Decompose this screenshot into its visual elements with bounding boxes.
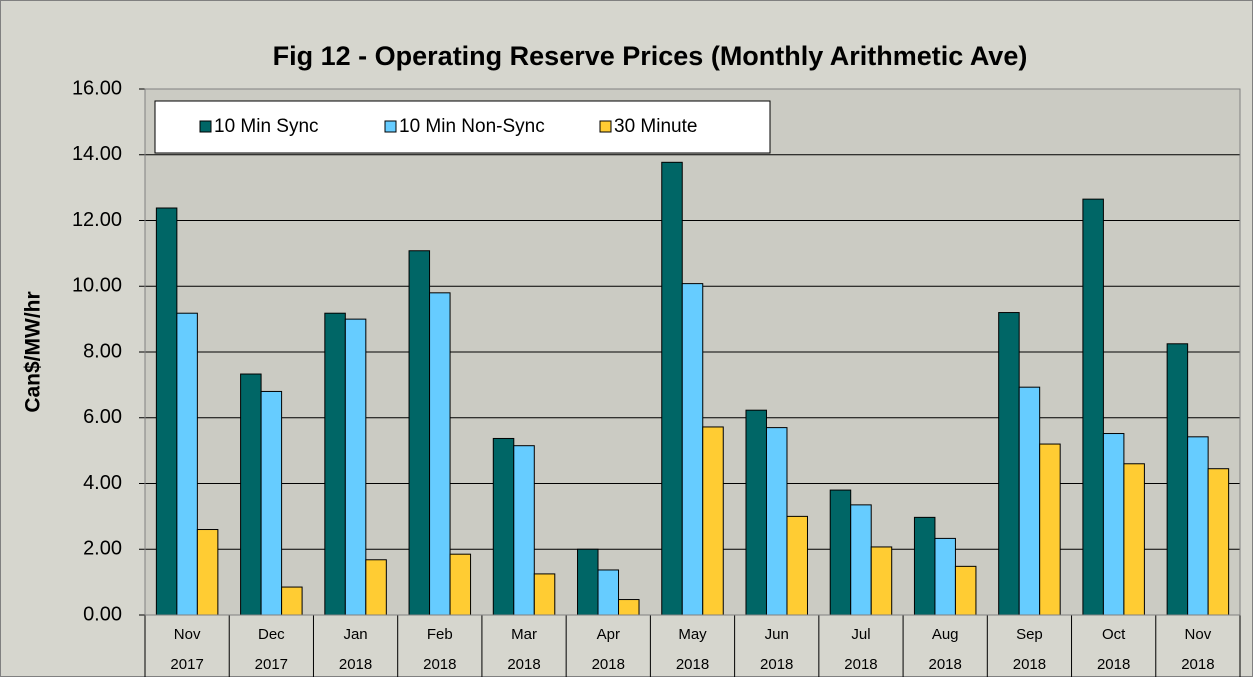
x-tick-label: 2018 <box>844 656 877 673</box>
y-tick-label: 14.00 <box>72 143 122 165</box>
bar <box>745 409 767 616</box>
y-tick-label: 2.00 <box>83 538 122 560</box>
bar <box>344 318 367 616</box>
bar <box>850 504 872 616</box>
bar <box>240 373 262 616</box>
bar <box>281 586 303 616</box>
bar <box>661 161 683 616</box>
x-tick-label: Nov <box>1185 626 1212 643</box>
x-tick-label: 2018 <box>339 656 372 673</box>
y-tick-label: 4.00 <box>83 472 122 494</box>
bar <box>1166 343 1189 616</box>
x-tick-label: 2018 <box>423 656 456 673</box>
bar <box>513 445 535 616</box>
bar <box>176 312 198 616</box>
x-tick-label: Oct <box>1102 626 1126 643</box>
bar <box>998 312 1020 616</box>
x-tick-label: 2018 <box>1013 656 1046 673</box>
bar <box>765 427 788 616</box>
bar <box>1082 198 1104 616</box>
x-tick-label: 2018 <box>1097 656 1130 673</box>
legend-swatch <box>199 120 212 133</box>
legend-swatch <box>599 120 612 133</box>
y-tick-label: 6.00 <box>83 406 122 428</box>
y-tick-label: 8.00 <box>83 340 122 362</box>
chart-title: Fig 12 - Operating Reserve Prices (Month… <box>273 41 1028 71</box>
bar <box>1018 386 1041 616</box>
x-tick-label: 2018 <box>929 656 962 673</box>
x-tick-label: 2018 <box>676 656 709 673</box>
x-tick-label: Apr <box>597 626 620 643</box>
bar <box>913 516 936 616</box>
y-tick-label: 12.00 <box>72 209 122 231</box>
x-tick-label: Nov <box>174 626 201 643</box>
bar <box>870 546 893 616</box>
bar <box>702 426 724 616</box>
legend-label: 10 Min Non-Sync <box>399 116 545 137</box>
bar <box>1207 468 1230 616</box>
bar <box>597 569 620 616</box>
bar <box>492 437 515 616</box>
bar <box>408 250 431 616</box>
x-tick-label: 2018 <box>507 656 540 673</box>
bar <box>954 565 977 616</box>
x-tick-label: Dec <box>258 626 285 643</box>
bar <box>934 537 956 616</box>
x-tick-label: 2018 <box>760 656 793 673</box>
legend-box <box>154 100 771 154</box>
bar <box>155 207 178 616</box>
bar <box>429 292 451 616</box>
y-axis-label: Can$/MW/hr <box>22 291 45 412</box>
x-tick-label: 2018 <box>1181 656 1214 673</box>
x-tick-label: 2018 <box>592 656 625 673</box>
x-tick-label: Mar <box>511 626 537 643</box>
bar <box>577 548 599 616</box>
y-tick-label: 16.00 <box>72 77 122 99</box>
plot-border <box>144 88 1241 616</box>
bar <box>1102 433 1125 616</box>
bar <box>1187 436 1209 616</box>
bar <box>449 553 472 616</box>
bar <box>365 559 387 616</box>
bar <box>324 312 346 616</box>
x-tick-label: 2017 <box>255 656 288 673</box>
bar <box>260 390 283 616</box>
x-tick-label: Jun <box>765 626 789 643</box>
legend-swatch <box>384 120 397 133</box>
bar <box>196 529 219 616</box>
y-tick-label: 0.00 <box>83 603 122 625</box>
bar <box>786 515 808 616</box>
bar <box>681 283 704 616</box>
x-tick-label: Feb <box>427 626 453 643</box>
x-tick-label: 2017 <box>170 656 203 673</box>
bar <box>533 573 556 616</box>
y-tick-label: 10.00 <box>72 275 122 297</box>
bar <box>829 489 852 616</box>
x-tick-label: Sep <box>1016 626 1043 643</box>
bar <box>1039 443 1061 616</box>
legend-label: 10 Min Sync <box>214 116 319 137</box>
bar <box>1123 463 1145 616</box>
x-tick-label: Jul <box>851 626 870 643</box>
x-tick-label: Aug <box>932 626 959 643</box>
x-tick-label: May <box>678 626 707 643</box>
bar <box>618 599 640 616</box>
x-tick-label: Jan <box>343 626 367 643</box>
legend-label: 30 Minute <box>614 116 697 137</box>
